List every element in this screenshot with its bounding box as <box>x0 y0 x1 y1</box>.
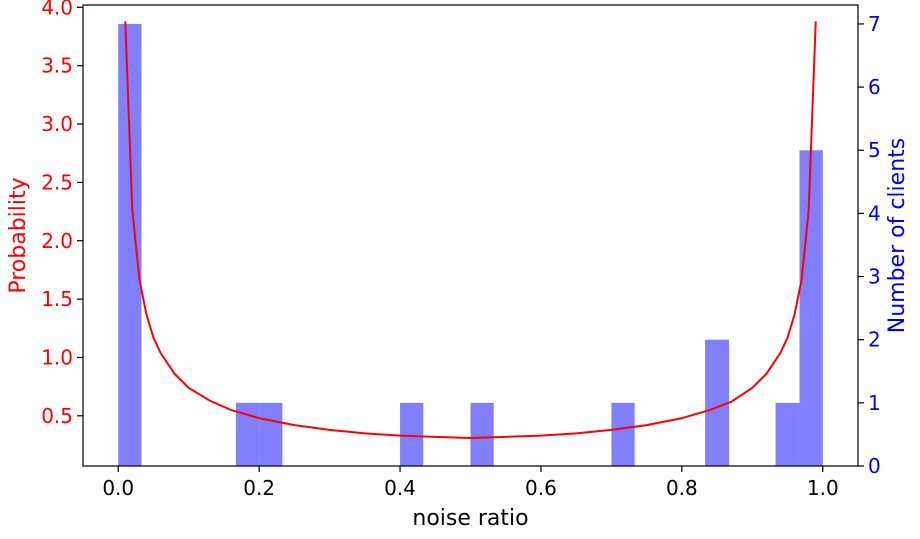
left-y-axis-ticks: 0.5 1.0 1.5 2.0 2.5 3.0 3.5 4.0 <box>41 0 83 428</box>
x-tick-label: 0.6 <box>525 476 557 500</box>
right-y-tick-label: 6 <box>868 75 881 99</box>
right-y-tick-label: 0 <box>868 454 881 478</box>
histogram-bar <box>799 150 823 466</box>
histogram-bar <box>611 402 635 466</box>
x-axis-ticks: 0.0 0.2 0.4 0.6 0.8 1.0 <box>102 466 839 500</box>
histogram-bar <box>235 402 260 466</box>
left-y-tick-label: 3.5 <box>41 54 73 78</box>
probability-curve <box>124 21 817 439</box>
x-tick-label: 1.0 <box>807 476 839 500</box>
left-y-tick-label: 3.0 <box>41 112 73 136</box>
plot-frame <box>82 4 859 467</box>
histogram-bar <box>470 402 494 466</box>
right-y-tick-label: 4 <box>868 201 881 225</box>
x-tick-label: 0.4 <box>384 476 416 500</box>
histogram-bar <box>775 402 800 466</box>
histogram-bar <box>118 23 142 467</box>
x-axis-label: noise ratio <box>412 506 528 531</box>
right-y-tick-label: 1 <box>868 391 881 415</box>
x-tick-label: 0.2 <box>243 476 275 500</box>
left-y-tick-label: 1.5 <box>41 287 73 311</box>
histogram-bar <box>259 402 283 466</box>
right-y-axis-label: Number of clients <box>885 138 910 333</box>
right-y-tick-label: 2 <box>868 328 881 352</box>
right-y-tick-label: 3 <box>868 265 881 289</box>
left-y-tick-label: 4.0 <box>41 0 73 19</box>
histogram-bar <box>705 339 730 466</box>
histogram-bars <box>118 23 823 467</box>
right-y-tick-label: 5 <box>868 138 881 162</box>
left-y-axis-label: Probability <box>6 177 31 293</box>
right-y-axis-ticks: 0 1 2 3 4 5 6 7 <box>858 12 881 478</box>
left-y-tick-label: 1.0 <box>41 345 73 369</box>
histogram-bar <box>400 402 424 466</box>
right-y-tick-label: 7 <box>868 12 881 36</box>
x-tick-label: 0.0 <box>102 476 134 500</box>
left-y-tick-label: 2.5 <box>41 170 73 194</box>
left-y-tick-label: 0.5 <box>41 404 73 428</box>
left-y-tick-label: 2.0 <box>41 229 73 253</box>
x-tick-label: 0.8 <box>666 476 698 500</box>
